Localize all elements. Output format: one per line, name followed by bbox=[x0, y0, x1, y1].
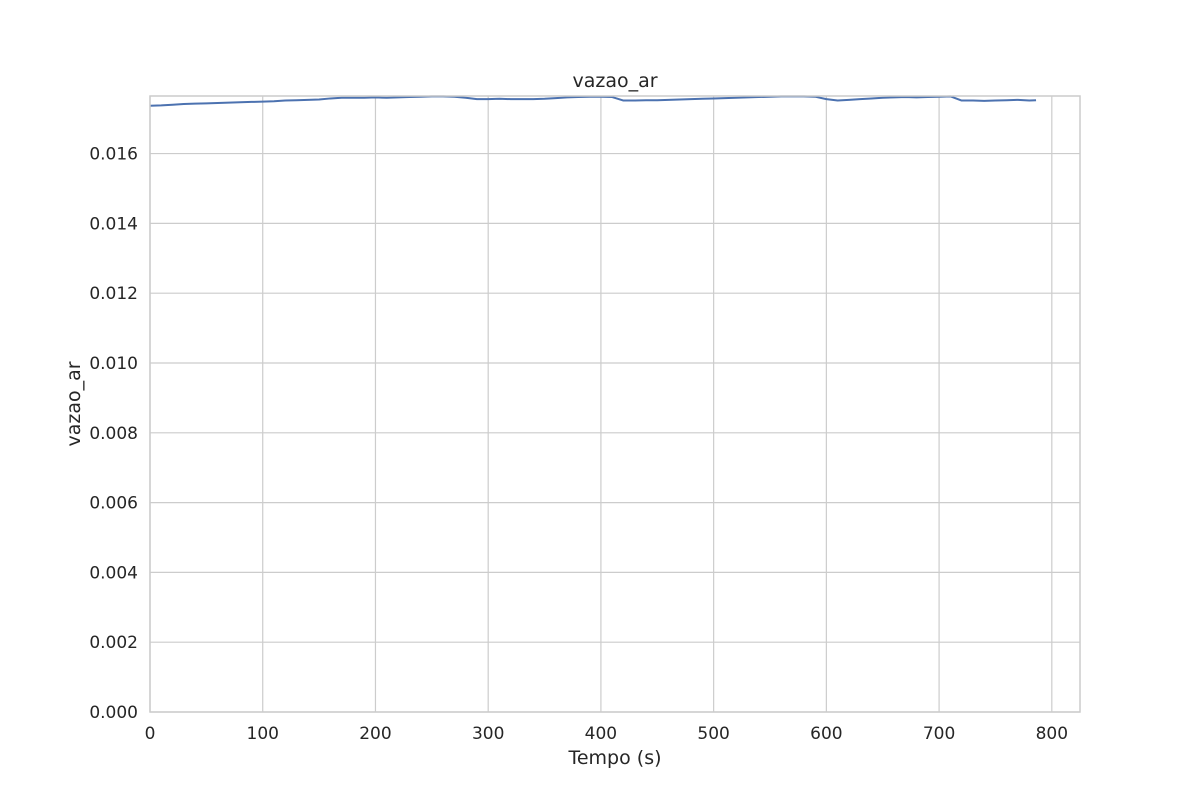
y-tick-label: 0.010 bbox=[89, 354, 138, 374]
plot-frame bbox=[149, 95, 1081, 713]
series-layer bbox=[149, 95, 1037, 107]
x-tick-label: 500 bbox=[697, 724, 729, 744]
x-tick-label: 700 bbox=[923, 724, 955, 744]
x-tick-label: 300 bbox=[472, 724, 504, 744]
chart-title: vazao_ar bbox=[572, 70, 657, 92]
y-tick-label: 0.004 bbox=[89, 563, 138, 583]
y-axis-title: vazao_ar bbox=[63, 361, 85, 446]
ticks: 0 100 200 300 400 500 600 700 800 0.000 0.002 0.004… bbox=[89, 145, 1068, 744]
y-tick-label: 0.002 bbox=[89, 633, 138, 653]
x-axis-title: Tempo (s) bbox=[567, 747, 661, 769]
y-tick-label: 0.016 bbox=[89, 145, 138, 165]
x-tick-label: 200 bbox=[359, 724, 391, 744]
x-tick-label: 400 bbox=[585, 724, 617, 744]
x-tick-label: 600 bbox=[810, 724, 842, 744]
y-tick-label: 0.008 bbox=[89, 424, 138, 444]
x-tick-label: 100 bbox=[247, 724, 279, 744]
x-tick-label: 800 bbox=[1036, 724, 1068, 744]
series-line bbox=[149, 95, 1037, 107]
y-tick-label: 0.006 bbox=[89, 494, 138, 514]
y-tick-label: 0.000 bbox=[89, 703, 138, 723]
grid bbox=[149, 96, 1080, 713]
y-tick-label: 0.012 bbox=[89, 284, 138, 304]
y-tick-label: 0.014 bbox=[89, 214, 138, 234]
x-tick-label: 0 bbox=[145, 724, 156, 744]
